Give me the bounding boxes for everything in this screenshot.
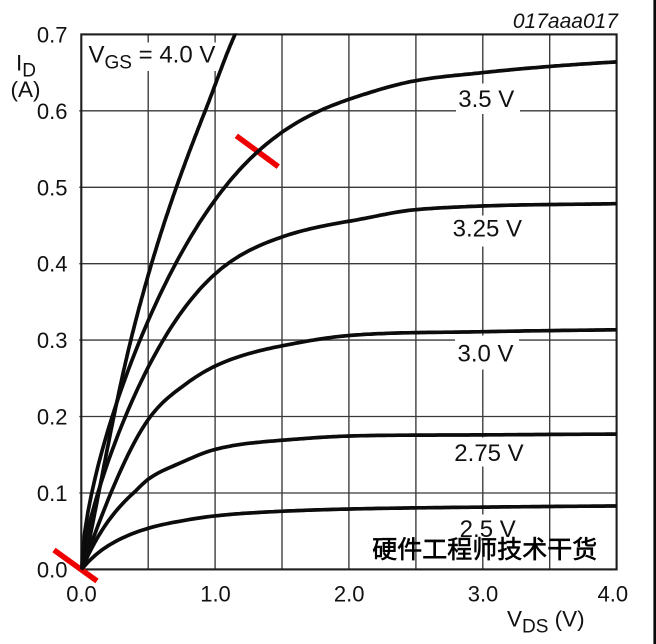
svg-text:3.5 V: 3.5 V (458, 86, 514, 113)
svg-text:3.0: 3.0 (468, 582, 499, 607)
svg-text:2.75 V: 2.75 V (454, 440, 523, 467)
svg-text:3.25 V: 3.25 V (453, 215, 522, 242)
svg-text:0.1: 0.1 (37, 481, 68, 506)
svg-text:0.2: 0.2 (37, 405, 68, 430)
svg-text:017aaa017: 017aaa017 (513, 10, 619, 33)
svg-text:(A): (A) (11, 77, 41, 102)
svg-text:4.0: 4.0 (598, 582, 629, 607)
svg-text:2.0: 2.0 (334, 582, 365, 607)
svg-text:0.3: 0.3 (37, 328, 68, 353)
svg-text:0.5: 0.5 (37, 175, 68, 200)
svg-text:0.7: 0.7 (37, 22, 68, 47)
svg-text:1.0: 1.0 (200, 582, 231, 607)
svg-text:3.0 V: 3.0 V (457, 341, 513, 368)
svg-text:0.0: 0.0 (37, 557, 68, 582)
svg-text:0.0: 0.0 (66, 582, 97, 607)
svg-text:0.6: 0.6 (37, 99, 68, 124)
svg-text:0.4: 0.4 (37, 252, 68, 277)
